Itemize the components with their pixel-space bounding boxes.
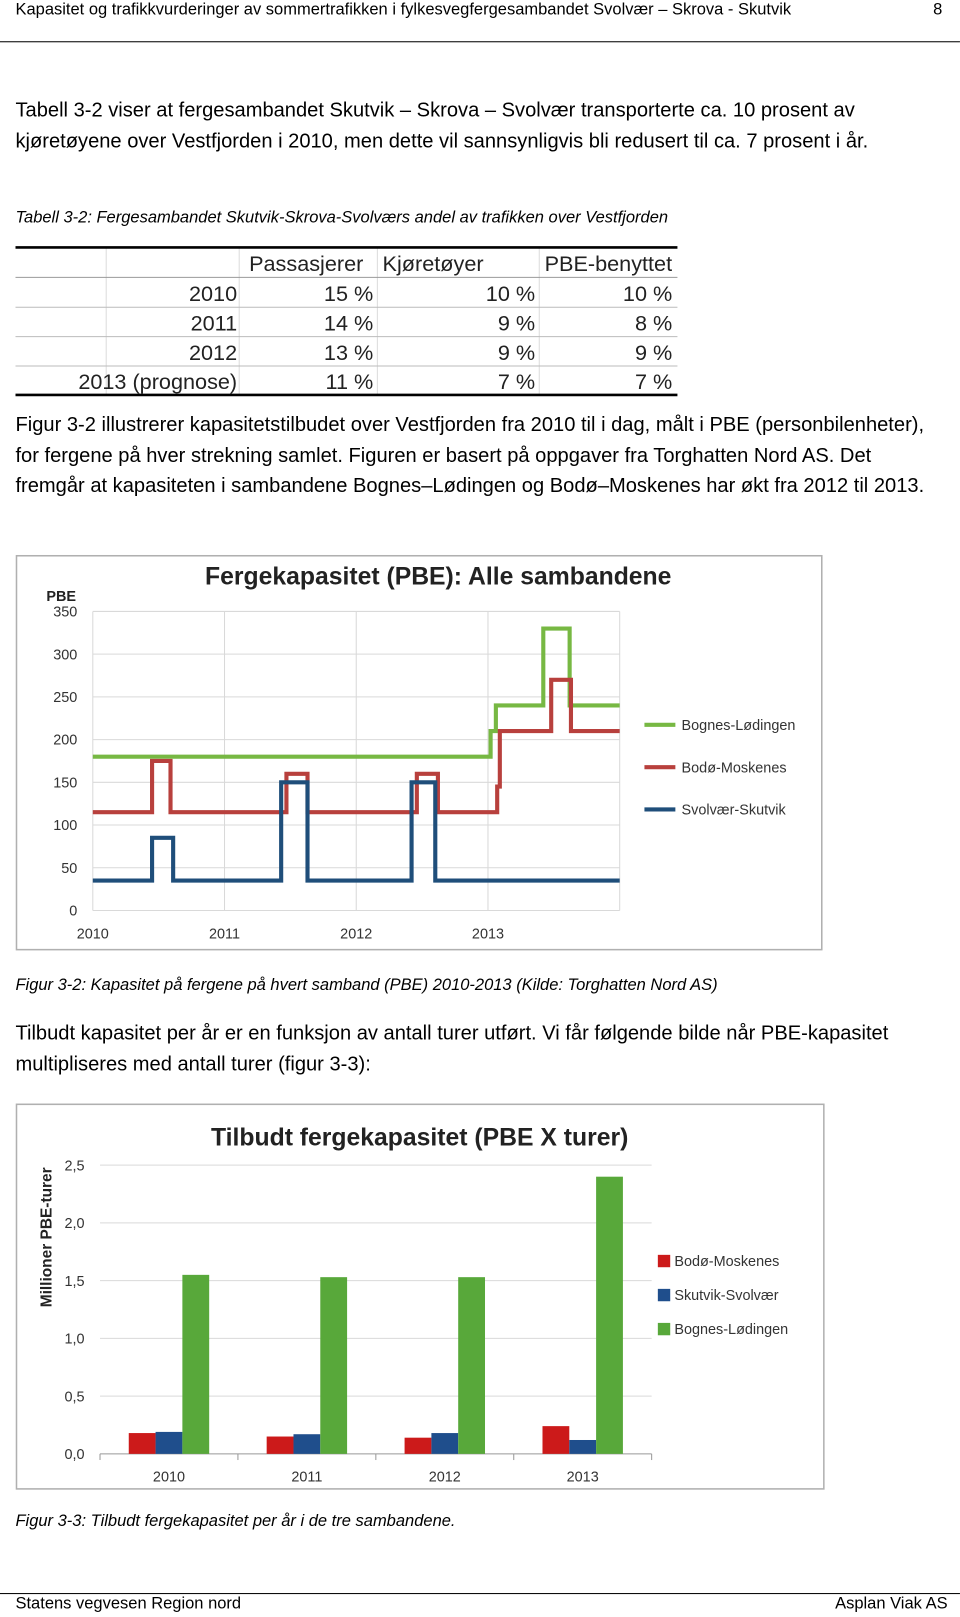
page-number: 8 [933,1,943,19]
figure-caption: Figur 3-3: Tilbudt fergekapasitet per år… [15,1512,456,1531]
x-tick-label: 2010 [153,1470,185,1486]
table-cell: 7 % [498,369,535,394]
table-cell: 9 % [635,340,672,365]
row-label: 2012 [189,340,237,365]
y-tick-label: 300 [53,647,77,663]
x-tick-label: 2013 [567,1470,599,1486]
footer-left: Statens vegvesen Region nord [15,1595,242,1613]
header-title: Kapasitet og trafikkvurderinger av somme… [15,1,792,19]
y-tick-label: 50 [61,861,77,877]
legend-swatch [657,1254,671,1268]
bar [431,1433,459,1454]
chart: Tilbudt fergekapasitet (PBE X turer) Mill… [15,1103,825,1490]
figure-caption: Figur 3-2: Kapasitet på fergene på hvert… [15,976,718,994]
chart-frame [15,1103,825,1490]
table-cell: 8 % [635,310,672,335]
table-header: PBE-benyttet [545,251,673,276]
y-axis-label: PBE [46,589,76,605]
bar [320,1277,348,1454]
table-cell: 9 % [498,310,535,335]
bar [293,1434,321,1454]
y-tick-label: 150 [53,775,77,791]
series-line [92,626,620,759]
table: Passasjerer Kjøretøyer PBE-benyttet 2010 15 … [15,246,678,397]
legend-label: Bodø-Moskenes [674,1254,779,1270]
y-tick-label: 350 [53,605,77,621]
x-tick-label: 2010 [77,926,109,942]
bar [569,1439,597,1454]
y-tick-label: 0,0 [64,1447,84,1463]
table-cell: 14 % [324,310,373,335]
table-cell: 7 % [635,369,672,394]
legend-label: Bodø-Moskenes [682,760,787,776]
bar [128,1433,156,1454]
table-cell: 10 % [486,281,535,306]
bar [458,1277,486,1454]
header-rule [0,41,960,43]
legend-label: Skutvik-Svolvær [674,1288,778,1304]
x-tick-label: 2012 [429,1470,461,1486]
bar [542,1426,570,1454]
footer-right: Asplan Viak AS [835,1595,948,1613]
bar [155,1431,183,1454]
table-header: Kjøretøyer [383,251,484,276]
legend-label: Svolvær-Skutvik [682,803,787,819]
paragraph: Tabell 3-2 viser at fergesambandet Skutv… [15,98,869,153]
row-label: 2011 [191,310,238,335]
y-tick-label: 2,0 [64,1216,84,1232]
y-tick-label: 0,5 [64,1389,84,1405]
bar [266,1436,294,1454]
chart-title: Fergekapasitet (PBE): Alle sambandene [205,564,671,591]
bar [596,1176,623,1454]
legend-label: Bognes-Lødingen [674,1322,788,1338]
footer-rule [0,1593,960,1595]
legend-swatch [657,1288,671,1302]
y-tick-label: 200 [53,733,77,749]
legend-label: Bognes-Lødingen [682,718,796,734]
y-axis-label: Millioner PBE-turer [39,1167,56,1307]
table-caption: Tabell 3-2: Fergesambandet Skutvik-Skrov… [15,209,669,227]
table-cell: 10 % [623,281,672,306]
series-line [92,677,620,815]
chart-title: Tilbudt fergekapasitet (PBE X turer) [211,1125,628,1152]
y-tick-label: 2,5 [64,1158,84,1174]
y-tick-label: 250 [53,690,77,706]
bar [182,1274,210,1454]
x-tick-label: 2011 [209,926,240,942]
x-tick-label: 2013 [472,926,504,942]
bar [404,1437,432,1454]
row-label: 2013 (prognose) [78,369,237,394]
table-cell: 13 % [324,340,373,365]
table-header: Passasjerer [249,251,363,276]
table-cell: 9 % [498,340,535,365]
paragraph: Tilbudt kapasitet per år er en funksjon … [15,1021,889,1075]
table-cell: 11 % [326,369,374,394]
series-line [92,780,620,883]
table-cell: 15 % [324,281,373,306]
paragraph: Figur 3-2 illustrerer kapasitetstilbudet… [15,413,925,497]
y-tick-label: 1,0 [64,1332,84,1348]
row-label: 2010 [189,281,237,306]
x-tick-label: 2011 [291,1470,322,1486]
chart-frame [15,554,823,951]
legend-swatch [657,1322,671,1336]
y-tick-label: 1,5 [64,1274,84,1290]
x-tick-label: 2012 [340,926,372,942]
y-tick-label: 0 [69,904,77,920]
chart: Fergekapasitet (PBE): Alle sambandene PBE… [15,554,823,951]
y-tick-label: 100 [53,818,77,834]
